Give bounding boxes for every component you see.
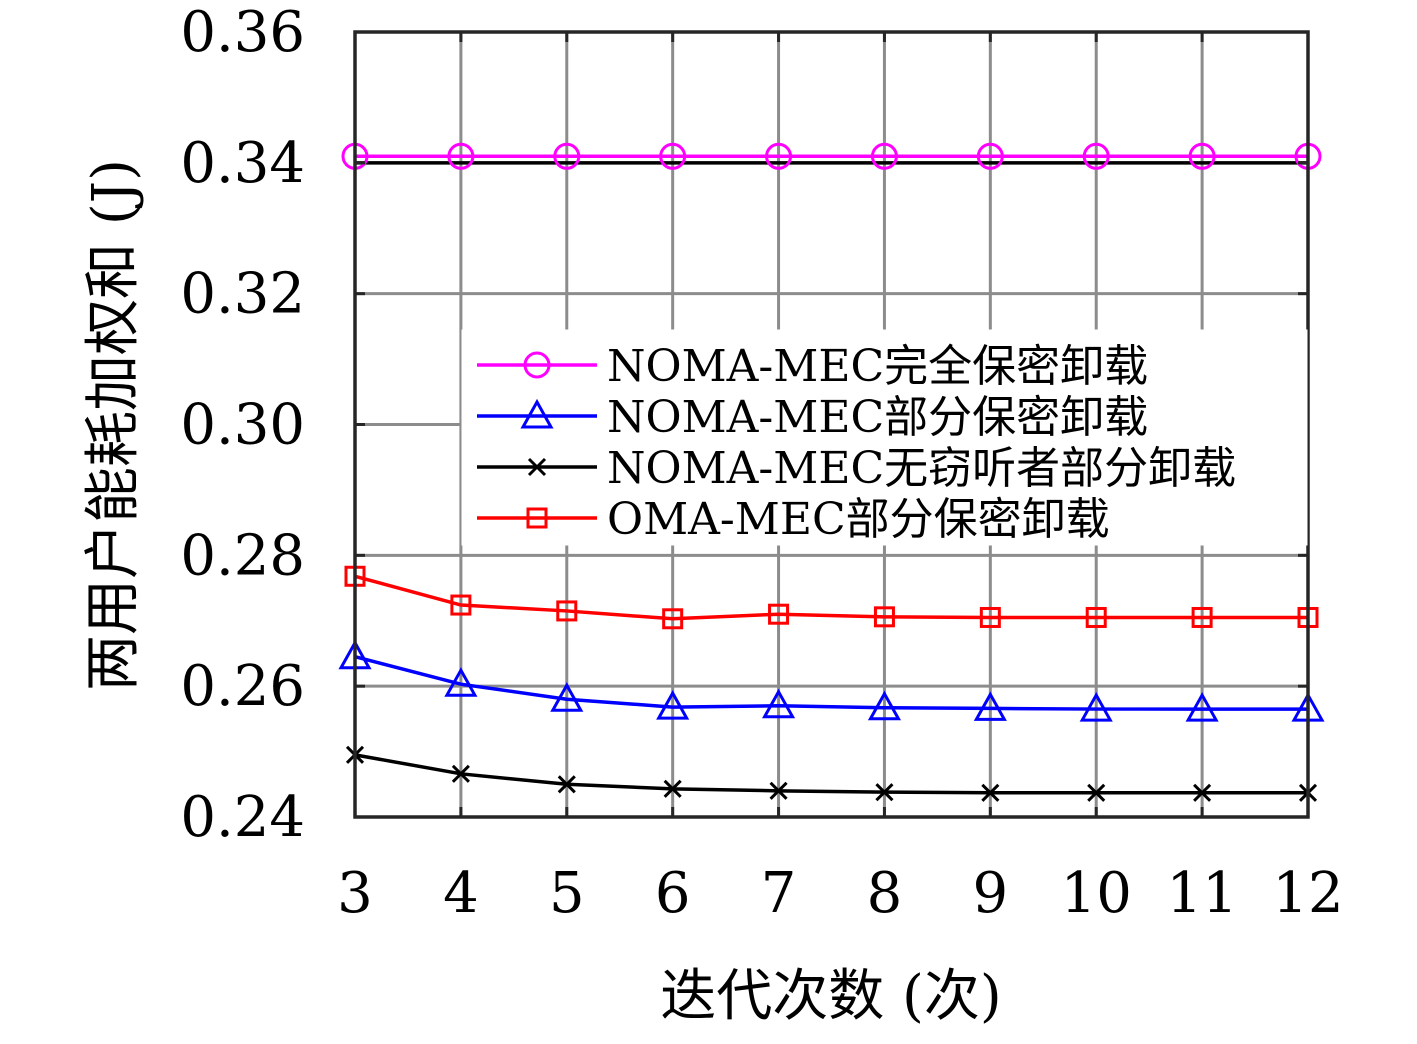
data-point — [550, 682, 584, 712]
legend-label: NOMA-MEC部分保密卸载 — [607, 392, 1148, 443]
x-tick-label: 6 — [655, 861, 691, 926]
data-point — [663, 779, 682, 798]
legend-marker — [523, 351, 551, 379]
y-tick-label: 0.36 — [180, 0, 305, 65]
x-tick-label: 9 — [973, 861, 1009, 926]
data-point — [976, 142, 1004, 170]
legend-label: OMA-MEC部分保密卸载 — [607, 494, 1110, 545]
data-point — [768, 603, 790, 625]
data-point — [450, 594, 472, 616]
data-point — [1079, 691, 1113, 722]
data-point — [1087, 783, 1106, 802]
legend-label: NOMA-MEC完全保密卸载 — [607, 341, 1148, 392]
series-0 — [341, 142, 1322, 170]
x-tick-label: 5 — [549, 861, 585, 926]
x-tick-label: 3 — [337, 861, 373, 926]
data-point — [1193, 783, 1212, 802]
tick-labels: 3 4 5 6 7 8 9 10 11 12 0.24 0.26 0.28 0.30 0.32 0.34 0.3… — [180, 0, 1343, 926]
legend-marker — [520, 398, 554, 429]
y-axis-title: 两用户能耗加权和 (J) — [81, 159, 146, 691]
legend-box — [461, 329, 1308, 546]
y-tick-label: 0.24 — [180, 785, 305, 850]
data-point — [662, 608, 684, 630]
series-line — [354, 655, 1308, 711]
y-tick-label: 0.34 — [180, 131, 305, 196]
series-line — [354, 753, 1308, 795]
x-tick-label: 11 — [1166, 861, 1237, 926]
data-point — [447, 142, 475, 170]
x-tick-label: 7 — [761, 861, 797, 926]
data-point — [656, 690, 690, 720]
data-point — [553, 142, 581, 170]
data-point — [981, 783, 1000, 802]
data-point — [870, 142, 898, 170]
data-point — [873, 606, 895, 628]
series-3 — [344, 565, 1319, 630]
legend: NOMA-MEC完全保密卸载NOMA-MEC部分保密卸载NOMA-MEC无窃听者… — [461, 329, 1308, 546]
x-tick-label: 8 — [867, 861, 903, 926]
data-point — [1188, 142, 1216, 170]
data-point — [761, 688, 796, 719]
series-line — [354, 574, 1308, 621]
data-point — [556, 600, 578, 622]
data-point — [769, 781, 788, 800]
legend-marker — [527, 457, 547, 477]
y-tick-label: 0.26 — [180, 654, 305, 719]
data-point — [1085, 606, 1107, 628]
data-point — [867, 690, 902, 721]
legend-label: NOMA-MEC无窃听者部分卸载 — [607, 443, 1236, 494]
data-point — [451, 764, 470, 783]
data-point — [1185, 691, 1219, 722]
x-tick-label: 10 — [1061, 861, 1132, 926]
data-point — [557, 775, 576, 794]
x-tick-label: 4 — [443, 861, 479, 926]
x-axis-title: 迭代次数 (次) — [660, 964, 1002, 1029]
data-point — [875, 783, 894, 802]
data-point — [1082, 142, 1110, 170]
data-point — [973, 691, 1007, 721]
data-point — [979, 606, 1001, 628]
data-point — [765, 142, 793, 170]
data-point — [659, 142, 687, 170]
legend-marker — [526, 507, 548, 529]
x-tick-label: 12 — [1272, 861, 1343, 926]
data-point — [444, 667, 478, 697]
series-2 — [345, 745, 1318, 802]
data-point — [1191, 606, 1213, 628]
series-1 — [338, 639, 1325, 722]
y-tick-label: 0.28 — [180, 523, 305, 588]
y-tick-label: 0.32 — [180, 262, 305, 327]
y-tick-label: 0.30 — [180, 393, 305, 458]
